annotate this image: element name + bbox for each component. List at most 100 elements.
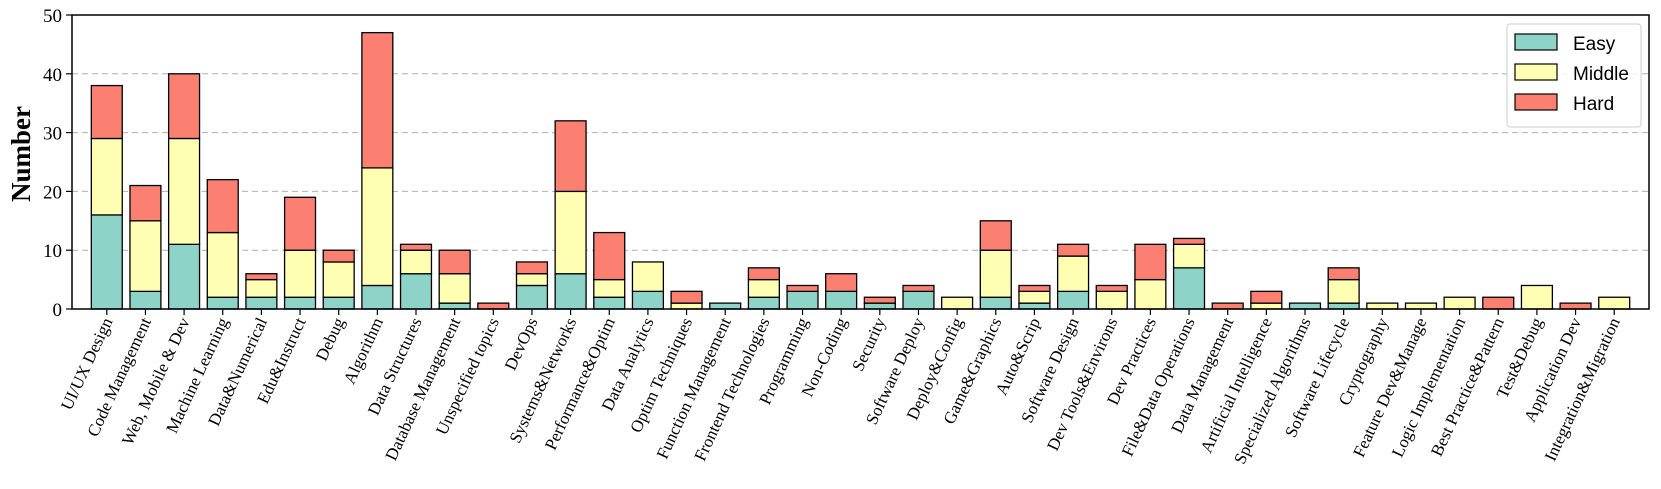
bar-hard-19 bbox=[825, 273, 858, 293]
bar-hard-10 bbox=[477, 302, 510, 310]
bars-group bbox=[90, 31, 1631, 310]
bar-hard-4 bbox=[245, 273, 278, 281]
bar-middle-8 bbox=[399, 249, 433, 275]
bar-hard-28 bbox=[1172, 237, 1206, 245]
bar-easy-23 bbox=[979, 296, 1012, 310]
y-axis-title: Number bbox=[6, 106, 36, 202]
bar-hard-32 bbox=[1327, 267, 1360, 281]
bar-middle-1 bbox=[129, 220, 162, 293]
plot-frame bbox=[71, 14, 1650, 310]
bar-easy-25 bbox=[1056, 290, 1090, 310]
bar-middle-15 bbox=[670, 302, 703, 310]
bar-middle-2 bbox=[167, 137, 201, 245]
bar-hard-12 bbox=[554, 120, 587, 193]
bar-easy-24 bbox=[1018, 302, 1051, 310]
y-tick-label: 50 bbox=[43, 6, 62, 27]
bar-middle-26 bbox=[1095, 290, 1128, 310]
bar-hard-15 bbox=[670, 290, 703, 304]
bar-middle-11 bbox=[515, 273, 549, 287]
bar-hard-26 bbox=[1095, 284, 1128, 293]
x-tick-label: DevOps bbox=[501, 315, 542, 374]
bar-middle-17 bbox=[747, 278, 780, 298]
bar-easy-31 bbox=[1288, 302, 1322, 310]
x-tick-label: Debug bbox=[312, 314, 349, 364]
bar-middle-37 bbox=[1520, 284, 1554, 310]
bar-easy-16 bbox=[709, 302, 742, 310]
bar-middle-23 bbox=[979, 249, 1012, 298]
bar-easy-21 bbox=[902, 290, 935, 310]
bar-hard-9 bbox=[438, 249, 471, 275]
bar-hard-17 bbox=[747, 267, 780, 281]
bar-easy-6 bbox=[322, 296, 355, 310]
bar-easy-14 bbox=[631, 290, 665, 310]
bar-middle-7 bbox=[361, 167, 394, 287]
legend: Easy Middle Hard bbox=[1506, 23, 1642, 128]
bar-hard-18 bbox=[786, 284, 819, 293]
bar-middle-3 bbox=[206, 231, 239, 298]
bar-hard-6 bbox=[322, 249, 355, 263]
bar-middle-12 bbox=[554, 190, 587, 275]
bar-hard-8 bbox=[399, 243, 433, 251]
x-tick-label: Security bbox=[848, 314, 889, 374]
bar-easy-32 bbox=[1327, 302, 1360, 310]
bar-easy-5 bbox=[283, 296, 317, 310]
bar-middle-6 bbox=[322, 261, 355, 298]
bar-easy-1 bbox=[129, 290, 162, 310]
bar-easy-9 bbox=[438, 302, 471, 310]
bar-hard-24 bbox=[1018, 284, 1051, 293]
bar-middle-27 bbox=[1134, 278, 1167, 310]
bar-hard-38 bbox=[1559, 302, 1592, 310]
legend-label-hard: Hard bbox=[1573, 94, 1614, 115]
bar-easy-4 bbox=[245, 296, 278, 310]
bar-hard-21 bbox=[902, 284, 935, 293]
bar-hard-13 bbox=[593, 231, 626, 281]
bar-hard-1 bbox=[129, 184, 162, 222]
bar-middle-28 bbox=[1172, 243, 1206, 269]
bar-easy-12 bbox=[554, 273, 587, 310]
bar-hard-27 bbox=[1134, 243, 1167, 281]
bar-hard-30 bbox=[1250, 290, 1283, 304]
y-tick-label: 30 bbox=[43, 124, 62, 145]
bar-middle-35 bbox=[1443, 296, 1476, 310]
bar-middle-14 bbox=[631, 261, 665, 293]
bar-easy-13 bbox=[593, 296, 626, 310]
bar-hard-20 bbox=[863, 296, 896, 304]
bar-easy-19 bbox=[825, 290, 858, 310]
bar-hard-23 bbox=[979, 220, 1012, 251]
bar-easy-7 bbox=[361, 284, 394, 310]
bar-middle-22 bbox=[941, 296, 974, 310]
bar-hard-5 bbox=[283, 196, 317, 251]
bar-middle-30 bbox=[1250, 302, 1283, 310]
bar-middle-0 bbox=[90, 137, 123, 216]
y-tick-label: 20 bbox=[43, 182, 62, 203]
bar-easy-3 bbox=[206, 296, 239, 310]
bar-hard-25 bbox=[1056, 243, 1090, 257]
y-tick-label: 0 bbox=[53, 300, 63, 321]
legend-swatch-hard bbox=[1514, 93, 1558, 111]
bar-easy-2 bbox=[167, 243, 201, 310]
bar-middle-34 bbox=[1404, 302, 1438, 310]
legend-label-middle: Middle bbox=[1573, 64, 1629, 85]
legend-swatch-easy bbox=[1514, 33, 1558, 51]
bar-middle-24 bbox=[1018, 290, 1051, 304]
bar-middle-32 bbox=[1327, 278, 1360, 304]
y-axis: 0 10 20 30 40 50 bbox=[43, 6, 72, 321]
bar-easy-18 bbox=[786, 290, 819, 310]
bar-hard-0 bbox=[90, 84, 123, 140]
bar-easy-8 bbox=[399, 273, 433, 310]
bar-hard-36 bbox=[1482, 296, 1515, 310]
bar-easy-0 bbox=[90, 214, 123, 310]
bar-hard-29 bbox=[1211, 302, 1244, 310]
bar-middle-33 bbox=[1366, 302, 1399, 310]
bar-hard-3 bbox=[206, 178, 239, 234]
y-tick-label: 10 bbox=[43, 241, 62, 262]
bar-hard-11 bbox=[515, 261, 549, 275]
bar-easy-20 bbox=[863, 302, 896, 310]
legend-swatch-middle bbox=[1514, 63, 1558, 81]
bar-hard-2 bbox=[167, 73, 201, 140]
bar-hard-7 bbox=[361, 31, 394, 169]
bar-middle-9 bbox=[438, 273, 471, 304]
bar-middle-13 bbox=[593, 278, 626, 298]
